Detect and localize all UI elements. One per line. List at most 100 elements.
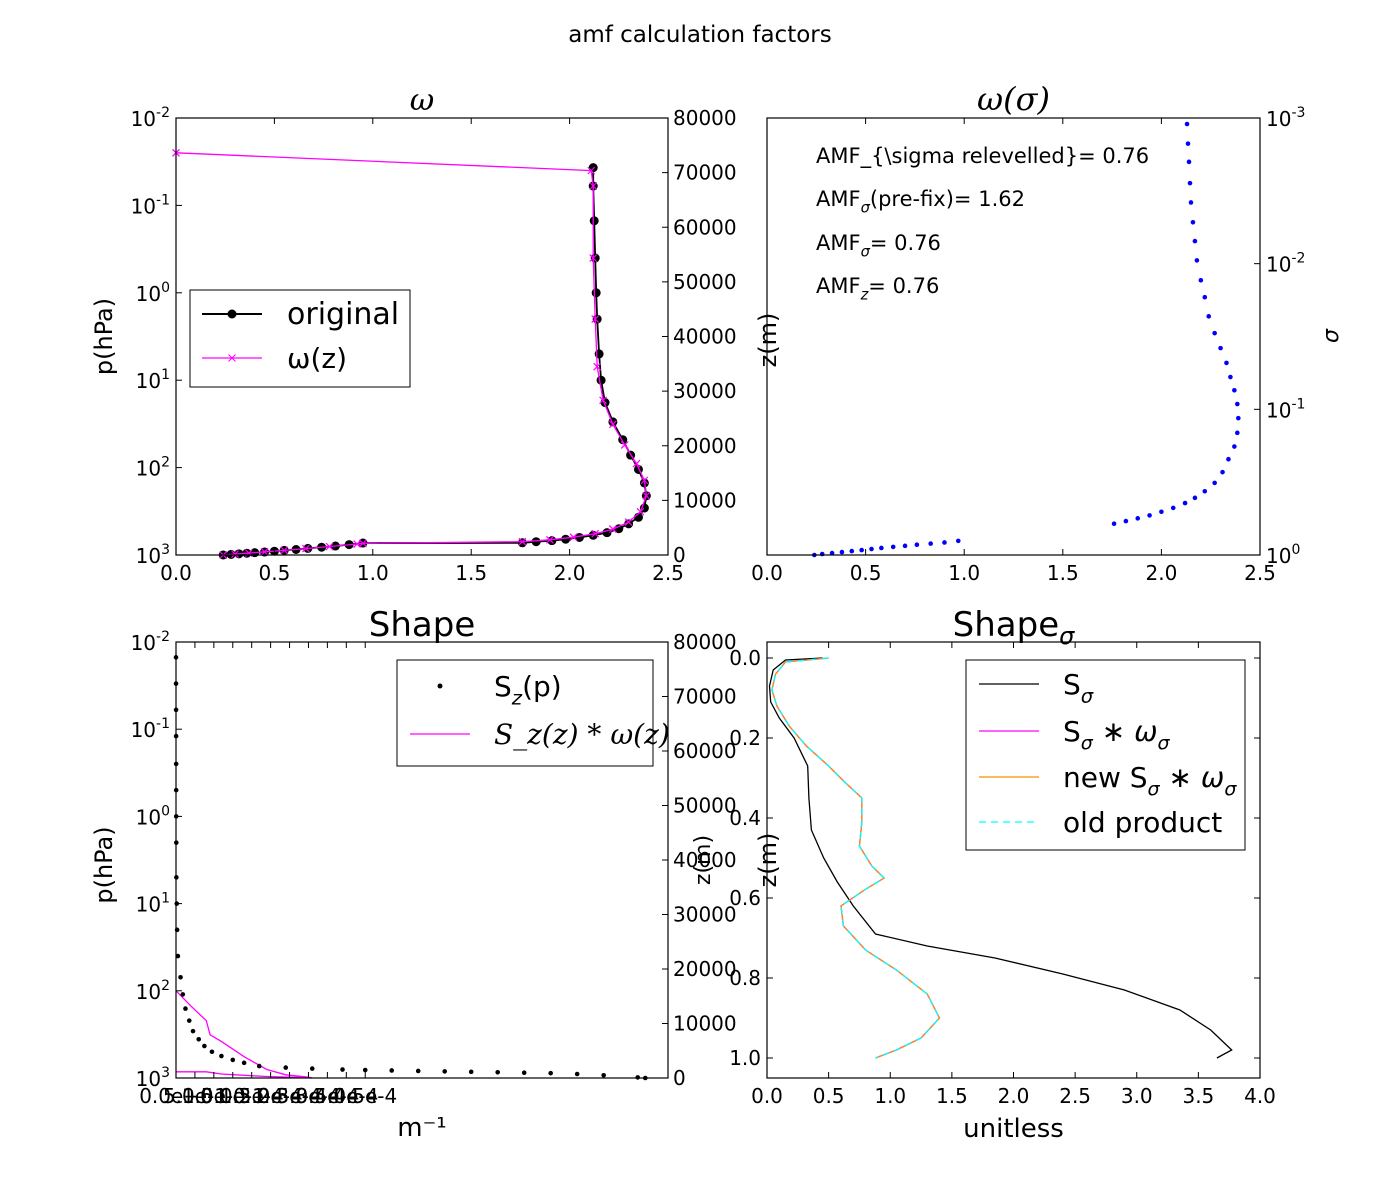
data-point-sz <box>186 1018 192 1023</box>
data-point-omega-z <box>518 537 527 546</box>
data-point <box>839 549 845 555</box>
data-point-omega-z <box>260 547 269 556</box>
data-point-omega-z <box>325 542 334 551</box>
x-axis-label: unitless <box>963 1114 1064 1144</box>
x-axis-label: m⁻¹ <box>397 1113 446 1143</box>
y-tick-label: 10-2 <box>131 629 170 655</box>
suptitle: amf calculation factors <box>568 22 831 48</box>
series-line-new-s-omega <box>771 657 941 1059</box>
x-tick-label: 2.5 <box>1244 561 1276 585</box>
legend-marker-omega-z <box>228 354 236 362</box>
data-point <box>1198 277 1204 283</box>
data-point-sz <box>190 1028 196 1034</box>
legend-marker-original <box>227 309 237 319</box>
right-tick-label: 10-1 <box>1266 396 1305 422</box>
data-point <box>1123 518 1129 524</box>
data-point <box>849 548 855 554</box>
x-tick-label: 2.5e-4 <box>258 1084 322 1108</box>
plot-frame <box>766 117 1261 556</box>
legend-box <box>189 289 411 388</box>
data-point <box>1220 469 1225 475</box>
right-tick-label: 50000 <box>673 270 737 294</box>
right-tick-label: 40000 <box>673 848 737 872</box>
data-point-omega-z <box>591 315 600 324</box>
y-tick-label: 0.8 <box>729 966 761 990</box>
x-tick-label: 4.5e-4 <box>333 1084 397 1108</box>
data-point <box>1226 456 1231 462</box>
data-point <box>1184 121 1190 127</box>
data-point-sz <box>196 1037 202 1042</box>
data-point-sz <box>219 1053 224 1059</box>
data-point-original <box>574 532 584 542</box>
x-tick-label: 2.0 <box>998 1084 1030 1108</box>
right-tick-label: 20000 <box>673 434 737 458</box>
right-tick-label: 20000 <box>673 957 737 981</box>
right-tick-label: 10000 <box>673 1012 737 1036</box>
x-tick-label: 0.0 <box>751 1084 783 1108</box>
legend-label-original: original <box>287 297 399 332</box>
y-tick-label: 10-1 <box>131 192 170 218</box>
y-tick-label: 10-1 <box>131 716 170 742</box>
x-tick-label: 3.5 <box>1182 1084 1214 1108</box>
y-tick-label: 100 <box>136 280 170 306</box>
data-point <box>955 538 961 544</box>
data-point <box>1187 180 1193 186</box>
data-point-sz <box>178 974 183 980</box>
data-point <box>1232 387 1237 393</box>
panel-title: ω(σ) <box>977 80 1050 118</box>
data-point-sz <box>495 1069 500 1075</box>
x-tick-label: 2.0e-4 <box>239 1084 303 1108</box>
legend: original ω(z) <box>189 289 411 388</box>
data-point <box>914 542 920 548</box>
data-point-original <box>589 216 599 226</box>
data-point-sz <box>574 1071 580 1077</box>
data-point-sz <box>362 1067 368 1073</box>
x-tick-label: 0.5 <box>813 1084 845 1108</box>
data-point-omega-z <box>569 533 578 542</box>
x-tick-label: 3.0e-4 <box>276 1084 340 1108</box>
right-tick-label: 70000 <box>673 161 737 185</box>
data-point-omega-z <box>280 546 289 555</box>
y-tick-label: 0.0 <box>729 646 761 670</box>
y-tick-label: 102 <box>136 978 170 1004</box>
data-point <box>1188 200 1194 205</box>
right-tick-label: 70000 <box>673 685 737 709</box>
data-point <box>1235 430 1240 436</box>
data-point-original <box>561 534 571 544</box>
y-axis-label: z(m) <box>754 833 782 888</box>
y-axis-label: p(hPa) <box>90 826 118 903</box>
panel-title: Shapeσ <box>953 605 1075 650</box>
data-point-omega-z <box>608 525 617 533</box>
data-point <box>1186 159 1192 165</box>
legend: Sσ Sσ ∗ ωσ new Sσ ∗ ωσ old product <box>965 659 1246 851</box>
data-point <box>1236 415 1241 421</box>
data-point-sz <box>241 1060 247 1066</box>
x-tick-label: 2.0 <box>554 561 586 585</box>
right-tick-label: 30000 <box>673 903 737 927</box>
data-point-sz <box>340 1067 345 1072</box>
right-tick-label: 10-3 <box>1266 105 1305 131</box>
data-point-original <box>517 538 527 548</box>
y-tick-label: 100 <box>136 803 170 829</box>
data-point-original <box>531 537 541 547</box>
data-point-omega-z <box>599 396 607 405</box>
data-point-omega-z <box>359 539 367 548</box>
data-point <box>942 540 947 545</box>
annotation-amf-sigma: AMFσ= 0.76 <box>816 231 941 260</box>
data-point-sz <box>175 953 181 959</box>
data-point-sz <box>415 1068 421 1074</box>
data-point-omega-z <box>636 507 645 516</box>
data-point-sz <box>521 1070 527 1076</box>
data-point <box>1135 516 1141 521</box>
data-point-sz <box>309 1066 315 1071</box>
data-point <box>1212 330 1217 336</box>
y-tick-label: 102 <box>136 455 170 481</box>
data-point <box>1182 500 1188 506</box>
panel-title: ω <box>410 83 434 118</box>
data-point-original <box>596 375 606 385</box>
data-point <box>1232 444 1237 449</box>
right-tick-label: 100 <box>1266 542 1300 568</box>
data-point-omega-z <box>589 182 598 190</box>
y-tick-label: 0.2 <box>729 726 761 750</box>
data-point <box>1159 509 1164 515</box>
